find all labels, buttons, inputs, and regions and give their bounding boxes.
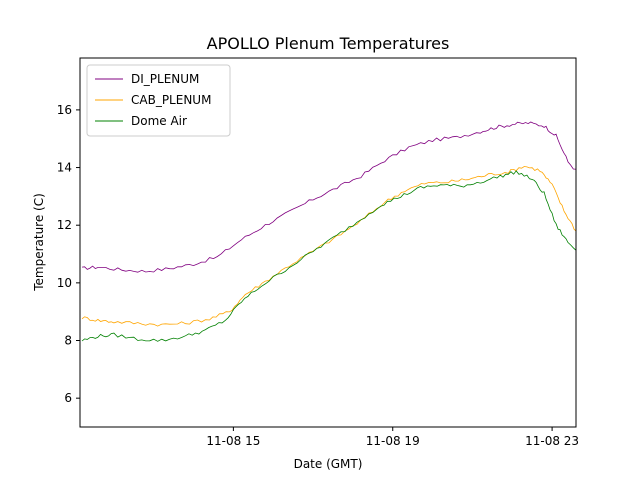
series-line-dome-air: [81, 170, 576, 342]
chart-title: APOLLO Plenum Temperatures: [207, 34, 450, 53]
legend-box: [86, 64, 231, 137]
y-tick-label: 14: [57, 161, 72, 175]
legend-label: DI_PLENUM: [131, 72, 199, 86]
legend-label: CAB_PLENUM: [131, 93, 211, 107]
plot-frame: [79, 57, 577, 428]
y-tick-label: 10: [57, 276, 72, 290]
x-axis-label: Date (GMT): [294, 457, 363, 471]
x-tick-label: 11-08 23: [525, 434, 579, 448]
y-axis-label: Temperature (C): [32, 193, 46, 292]
y-tick-label: 8: [64, 334, 72, 348]
series-line-di-plenum: [81, 121, 576, 273]
x-tick-label: 11-08 19: [366, 434, 420, 448]
series-line-cab-plenum: [81, 166, 576, 327]
x-tick-label: 11-08 15: [206, 434, 260, 448]
plot-lines: [81, 121, 576, 342]
legend: DI_PLENUM CAB_PLENUM Dome Air: [86, 64, 231, 137]
y-tick-label: 16: [57, 103, 72, 117]
y-tick-label: 12: [57, 218, 72, 232]
y-tick-label: 6: [64, 391, 72, 405]
legend-label: Dome Air: [131, 114, 187, 128]
